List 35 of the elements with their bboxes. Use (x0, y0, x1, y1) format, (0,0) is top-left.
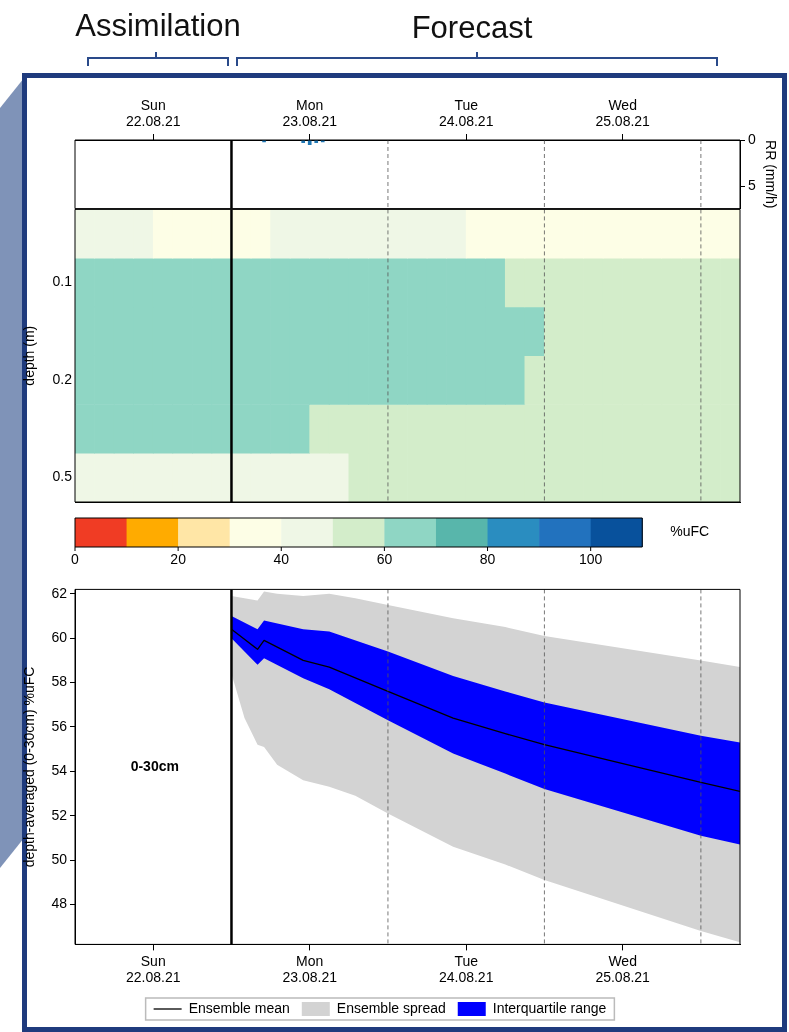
y-tick-label: 58 (51, 673, 68, 690)
x-tick-label: Mon 23.08.21 (282, 952, 338, 986)
x-tick-label: Tue 24.08.21 (438, 952, 494, 986)
color-bar-label: 40 (273, 550, 290, 567)
color-bar-title: %uFC (670, 523, 710, 540)
x-tick-label: Wed 25.08.21 (595, 952, 651, 986)
color-bar-label: 80 (479, 550, 496, 567)
color-bar-label: 100 (579, 550, 603, 567)
legend-label: Ensemble spread (336, 999, 446, 1016)
legend-label: Interquartile range (492, 999, 607, 1016)
y-axis-title: depth-averaged (0-30cm) %uFC (21, 666, 38, 868)
x-tick-label: Sun 22.08.21 (125, 952, 181, 986)
x-tick-label: Tue 24.08.21 (438, 96, 494, 130)
y-tick-label: 54 (51, 762, 68, 779)
text: Assimilation (74, 7, 242, 45)
x-tick-label: Wed 25.08.21 (595, 96, 651, 130)
y-tick-label: 0.1 (52, 273, 73, 290)
color-bar-label: 20 (170, 550, 187, 567)
y-tick-label: 60 (51, 629, 68, 646)
x-tick-label: Sun 22.08.21 (125, 96, 181, 130)
y-axis-title: depth (m) (21, 325, 38, 386)
legend-label: Ensemble mean (188, 999, 290, 1016)
y-tick-label: 5 (748, 177, 756, 194)
y-tick-label: 50 (51, 850, 68, 867)
y-tick-label: 0.2 (52, 370, 73, 387)
color-bar-label: 60 (376, 550, 393, 567)
y-tick-label: 62 (51, 584, 68, 601)
text: Forecast (410, 9, 534, 47)
y-tick-label: 48 (51, 895, 68, 912)
y-tick-label: 0.5 (52, 468, 73, 485)
y-tick-label: 52 (51, 806, 68, 823)
x-tick-label: Mon 23.08.21 (282, 96, 338, 130)
annotation: 0-30cm (130, 757, 179, 774)
y-axis-title: RR (mm/h) (762, 140, 779, 209)
y-tick-label: 56 (51, 717, 68, 734)
